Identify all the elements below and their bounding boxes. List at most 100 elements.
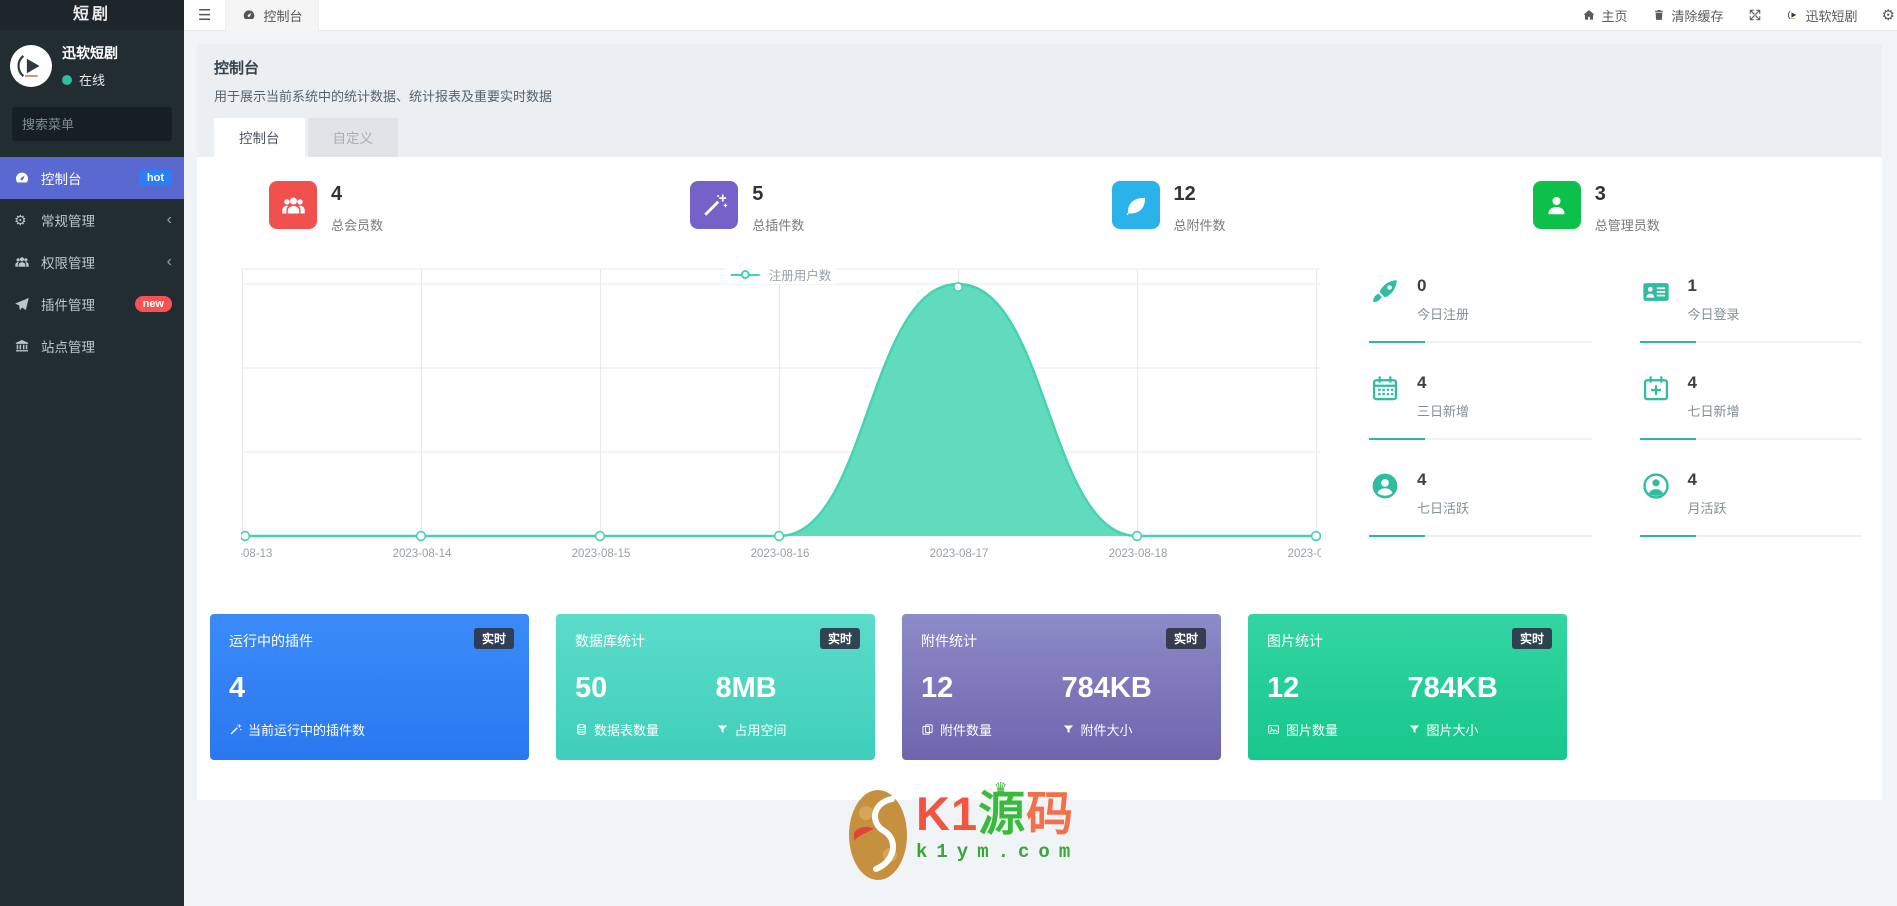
cogs-icon: ⚙	[14, 211, 27, 228]
mini-stat-7day-active: 4 七日活跃	[1369, 462, 1592, 559]
hot-badge: hot	[138, 170, 172, 186]
sidebar-search	[12, 107, 198, 141]
card-metric: 784KB 图片大小	[1408, 672, 1549, 739]
x-tick-label: 2023-08-15	[571, 548, 631, 560]
dashboard-panel: 控制台 用于展示当前系统中的统计数据、统计报表及重要实时数据 控制台 自定义 4	[197, 44, 1882, 800]
mini-stat-label: 月活跃	[1687, 501, 1727, 516]
bank-icon	[14, 338, 32, 354]
stat-total-addons: 5 总插件数	[618, 181, 1039, 234]
fullscreen-button[interactable]	[1748, 8, 1762, 22]
topbar: ☰ 控制台 主页 清除缓存 迅软短剧	[184, 0, 1897, 31]
sidebar-item-auth[interactable]: 权限管理 ‹	[0, 241, 184, 283]
play-logo-icon	[12, 47, 50, 85]
stats-row: 4 总会员数 5 总插件数	[197, 181, 1882, 234]
sidebar: 短剧 迅软短剧 在线 控制台 hot ⚙	[0, 0, 198, 906]
sidebar-item-dashboard[interactable]: 控制台 hot	[0, 157, 184, 199]
sidebar-item-general[interactable]: ⚙ 常规管理 ‹	[0, 199, 184, 241]
card-metric: 12 附件数量	[921, 672, 1062, 739]
metric-value: 784KB	[1061, 672, 1152, 704]
card-metric: 784KB 附件大小	[1062, 672, 1203, 739]
k1-logo-icon	[849, 790, 907, 880]
sidebar-item-site[interactable]: 站点管理	[0, 325, 184, 367]
divider	[1639, 341, 1862, 343]
stat-total-members: 4 总会员数	[197, 181, 618, 234]
tab-custom[interactable]: 自定义	[307, 118, 398, 157]
card-metric: 4 当前运行中的插件数	[229, 672, 370, 739]
dashboard-icon	[242, 8, 256, 22]
mini-stat-value: 4	[1687, 373, 1697, 392]
mini-stat-label: 今日注册	[1417, 307, 1470, 322]
card-title: 数据库统计	[575, 633, 645, 649]
panel-tabs: 控制台 自定义	[214, 118, 1865, 157]
mini-stat-label: 七日新增	[1687, 404, 1740, 419]
card-metric: 12 图片数量	[1267, 672, 1408, 739]
x-axis-labels: 2023-08-13 2023-08-14 2023-08-15 2023-08…	[241, 548, 1321, 566]
realtime-badge: 实时	[819, 628, 860, 649]
mini-stat-value: 4	[1417, 470, 1427, 489]
user-icon	[1532, 181, 1581, 229]
footer-logo-text: ♛ K1源码 k1ym.com	[916, 780, 1079, 863]
clear-cache-button[interactable]: 清除缓存	[1652, 6, 1724, 25]
home-button[interactable]: 主页	[1582, 6, 1628, 25]
users-icon	[14, 254, 32, 270]
metric-label: 附件数量	[940, 723, 993, 738]
legend-label: 注册用户数	[768, 269, 832, 283]
home-icon	[1582, 8, 1596, 22]
play-logo-icon	[1786, 8, 1800, 22]
line-area-chart	[241, 268, 1321, 542]
tab-dashboard[interactable]: 控制台	[214, 118, 305, 157]
magic-wand-icon	[690, 181, 739, 229]
mini-stat-value: 1	[1687, 276, 1697, 295]
leaf-icon	[1111, 181, 1160, 229]
online-dot-icon	[62, 74, 72, 85]
topbar-tab-label: 控制台	[263, 8, 303, 24]
home-label: 主页	[1601, 8, 1628, 24]
magic-wand-icon	[229, 723, 242, 736]
metric-value: 12	[921, 672, 954, 704]
footer-logo: ♛ K1源码 k1ym.com	[848, 780, 1079, 881]
sidebar-item-label: 插件管理	[41, 298, 95, 313]
topbar-brand-label: 迅软短剧	[1805, 8, 1858, 24]
users-icon	[269, 181, 317, 229]
x-tick-label: 2023-08-19	[1287, 548, 1321, 560]
x-tick-label: 2023-08-18	[1108, 548, 1168, 560]
search-input[interactable]	[22, 116, 198, 132]
stat-value: 3	[1594, 183, 1606, 205]
chart-legend[interactable]: 注册用户数	[726, 268, 836, 284]
paper-plane-icon	[14, 296, 32, 312]
gear-icon[interactable]: ⚙	[1881, 7, 1895, 24]
topbar-right: 主页 清除缓存 迅软短剧 ⚙	[1582, 6, 1897, 25]
panel-body: 4 总会员数 5 总插件数	[197, 157, 1882, 800]
database-icon	[575, 723, 588, 736]
sidebar-item-label: 权限管理	[41, 256, 95, 271]
realtime-badge: 实时	[473, 628, 514, 649]
menu-icon[interactable]: ☰	[198, 7, 212, 24]
card-database-stats: 数据库统计 实时 50 数据表数量	[556, 614, 875, 760]
page-title: 控制台	[214, 60, 260, 77]
metric-label: 当前运行中的插件数	[248, 723, 366, 738]
card-image-stats: 图片统计 实时 12 图片数量	[1248, 614, 1567, 760]
expand-icon	[1748, 8, 1762, 22]
sidebar-item-label: 常规管理	[41, 214, 95, 229]
filter-icon	[716, 723, 729, 736]
crown-icon: ♛	[994, 780, 1008, 797]
metric-value: 8MB	[715, 672, 777, 704]
avatar[interactable]	[10, 45, 52, 87]
mini-stat-3day-new: 4 三日新增	[1369, 365, 1592, 462]
topbar-tab-dashboard[interactable]: 控制台	[225, 0, 320, 31]
stat-total-admins: 3 总管理员数	[1461, 181, 1882, 234]
metric-label: 数据表数量	[594, 723, 660, 738]
logo-yuan: 源	[978, 787, 1027, 840]
mini-stat-value: 4	[1417, 373, 1427, 392]
metric-label: 图片大小	[1426, 723, 1479, 738]
card-title: 图片统计	[1267, 633, 1323, 649]
x-tick-label: 2023-08-17	[929, 548, 989, 560]
divider	[1639, 438, 1862, 440]
topbar-user[interactable]: 迅软短剧	[1786, 6, 1858, 25]
clear-cache-label: 清除缓存	[1671, 8, 1724, 24]
chevron-left-icon: ‹	[166, 253, 172, 270]
card-title: 运行中的插件	[229, 633, 313, 649]
sidebar-item-addon[interactable]: 插件管理 new	[0, 283, 184, 325]
stat-label: 总插件数	[752, 218, 805, 233]
legend-line-icon	[748, 273, 760, 276]
